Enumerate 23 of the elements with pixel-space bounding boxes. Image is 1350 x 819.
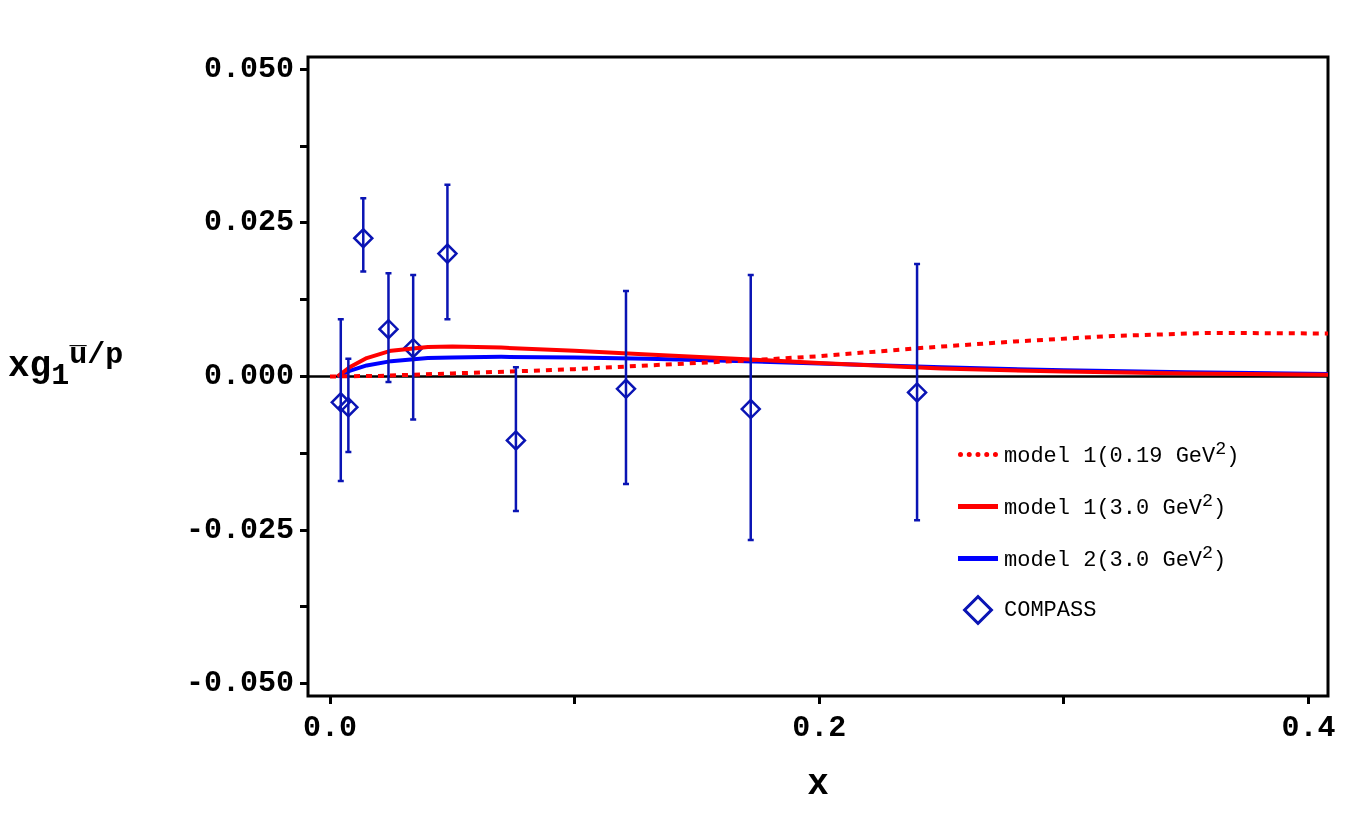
line-series [328,330,1328,379]
x-axis-title: x [807,764,829,806]
y-tick-label: -0.025 [185,512,294,547]
x-tick-label: 0.4 [1281,710,1336,745]
point [330,392,352,413]
point [353,228,374,249]
point [615,378,637,400]
point [378,318,399,340]
point [437,243,458,264]
point [906,382,928,403]
legend-label: model 2(3.0 GeV$^{2}$) [1004,542,1227,574]
y-tick-label: -0.050 [185,666,294,701]
point [505,430,527,451]
legend-label: COMPASS [1004,597,1097,623]
y-tick-label: 0.050 [203,51,294,86]
x-tick-label: 0.0 [303,710,358,745]
legend-label: model 1(3.0 GeV$^{2}$) [1004,490,1227,522]
point [338,396,359,418]
y-tick-label: 0.025 [203,205,294,240]
legend-label: model 1(0.19 GeV$^{2}$) [1004,438,1240,470]
x-tick-label: 0.2 [792,710,847,745]
y-tick-label: 0.000 [203,359,294,394]
point [740,398,761,420]
